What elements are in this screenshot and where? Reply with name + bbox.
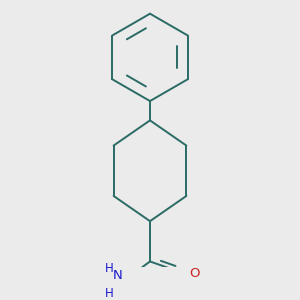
- Text: O: O: [190, 267, 200, 280]
- Text: N: N: [112, 268, 122, 282]
- Text: H: H: [105, 287, 114, 300]
- Text: H: H: [105, 262, 114, 275]
